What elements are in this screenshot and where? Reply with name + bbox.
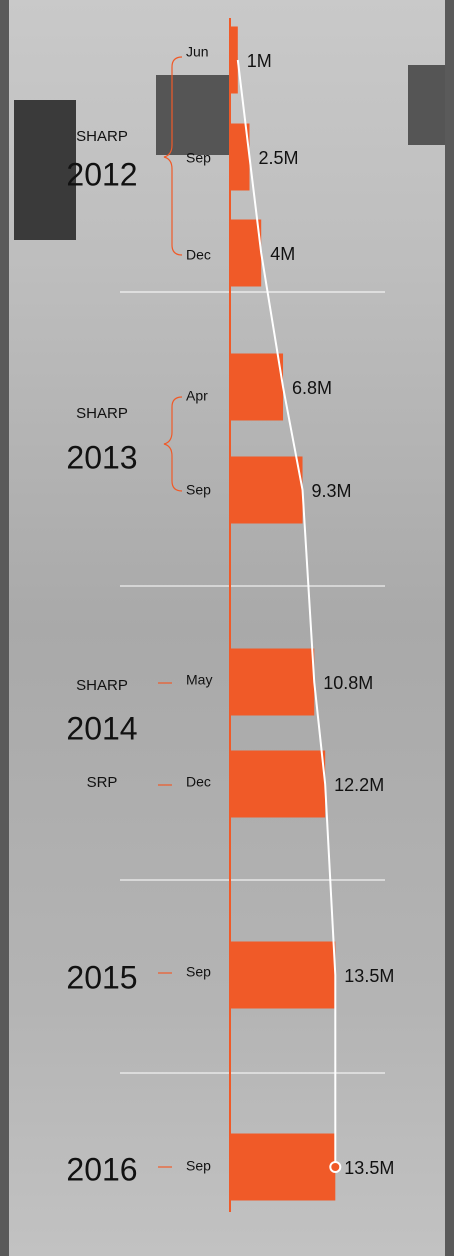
plan-label: SHARP — [76, 677, 128, 694]
year-label: 2014 — [66, 710, 137, 746]
value-label: 13.5M — [344, 1158, 394, 1178]
border — [445, 0, 454, 1256]
month-label: Apr — [186, 388, 208, 404]
value-label: 10.8M — [323, 673, 373, 693]
month-label: Jun — [186, 44, 209, 60]
year-label: 2015 — [66, 959, 137, 995]
month-label: Dec — [186, 247, 211, 263]
plan-label: SRP — [87, 774, 118, 791]
value-label: 6.8M — [292, 378, 332, 398]
bar — [230, 27, 238, 94]
plan-label: SHARP — [76, 405, 128, 422]
value-label: 1M — [247, 51, 272, 71]
value-label: 4M — [270, 244, 295, 264]
bar — [230, 751, 325, 818]
year-label: 2016 — [66, 1151, 137, 1187]
month-label: Dec — [186, 774, 211, 790]
photo-window — [156, 75, 231, 155]
bar — [230, 1134, 335, 1201]
month-label: May — [186, 672, 212, 688]
value-label: 13.5M — [344, 966, 394, 986]
month-label: Sep — [186, 482, 211, 498]
value-label: 2.5M — [259, 148, 299, 168]
value-label: 9.3M — [312, 481, 352, 501]
border — [0, 0, 9, 1256]
year-label: 2013 — [66, 439, 137, 475]
bar — [230, 220, 261, 287]
photo-window — [408, 65, 448, 145]
month-label: Sep — [186, 150, 211, 166]
bar — [230, 649, 314, 716]
year-label: 2012 — [66, 156, 137, 192]
bar — [230, 457, 303, 524]
month-label: Sep — [186, 964, 211, 980]
value-label: 12.2M — [334, 775, 384, 795]
bar — [230, 354, 283, 421]
infographic: SHARP 2012 SHARP 2013 SHARP 2014 SRP 201… — [0, 0, 454, 1256]
bar — [230, 942, 335, 1009]
plan-label: SHARP — [76, 128, 128, 145]
month-label: Sep — [186, 1158, 211, 1174]
end-point — [330, 1162, 340, 1172]
